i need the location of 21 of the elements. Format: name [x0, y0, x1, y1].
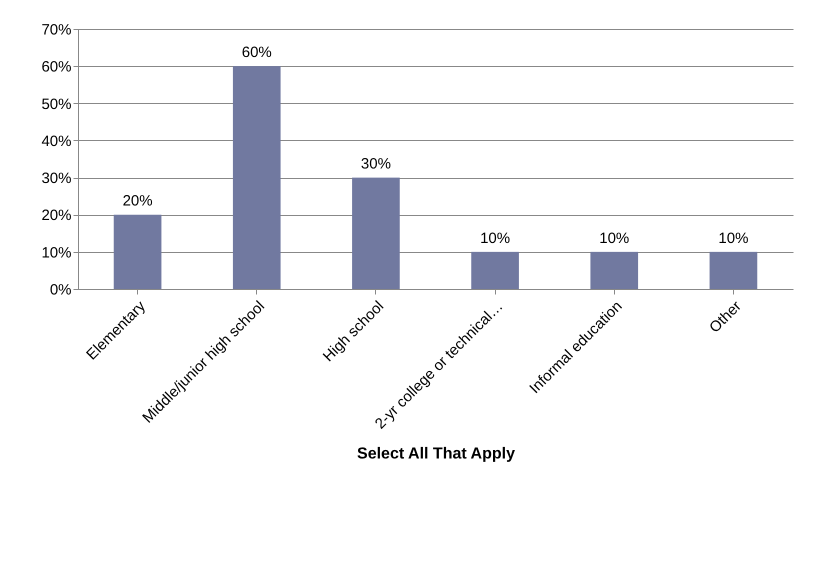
data-label: 60% — [242, 44, 272, 62]
x-axis-title: Select All That Apply — [357, 446, 516, 463]
data-label: 30% — [360, 156, 391, 173]
bar — [590, 252, 638, 289]
bar — [710, 252, 758, 289]
y-tick-label: 70% — [41, 22, 72, 38]
bar — [471, 252, 519, 289]
y-tick-label: 40% — [41, 132, 72, 150]
bar — [232, 66, 281, 289]
data-label: 10% — [718, 230, 748, 247]
y-tick-label: 10% — [41, 244, 72, 262]
data-label: 10% — [480, 230, 510, 247]
y-tick-label: 0% — [50, 282, 72, 298]
data-label: 10% — [599, 230, 630, 247]
data-label: 20% — [122, 192, 153, 210]
bar — [352, 178, 400, 289]
y-tick-label: 30% — [41, 170, 72, 188]
y-tick-label: 20% — [41, 207, 72, 224]
y-tick-label: 60% — [41, 58, 72, 76]
y-tick-label: 50% — [41, 96, 72, 113]
bar — [114, 214, 162, 289]
